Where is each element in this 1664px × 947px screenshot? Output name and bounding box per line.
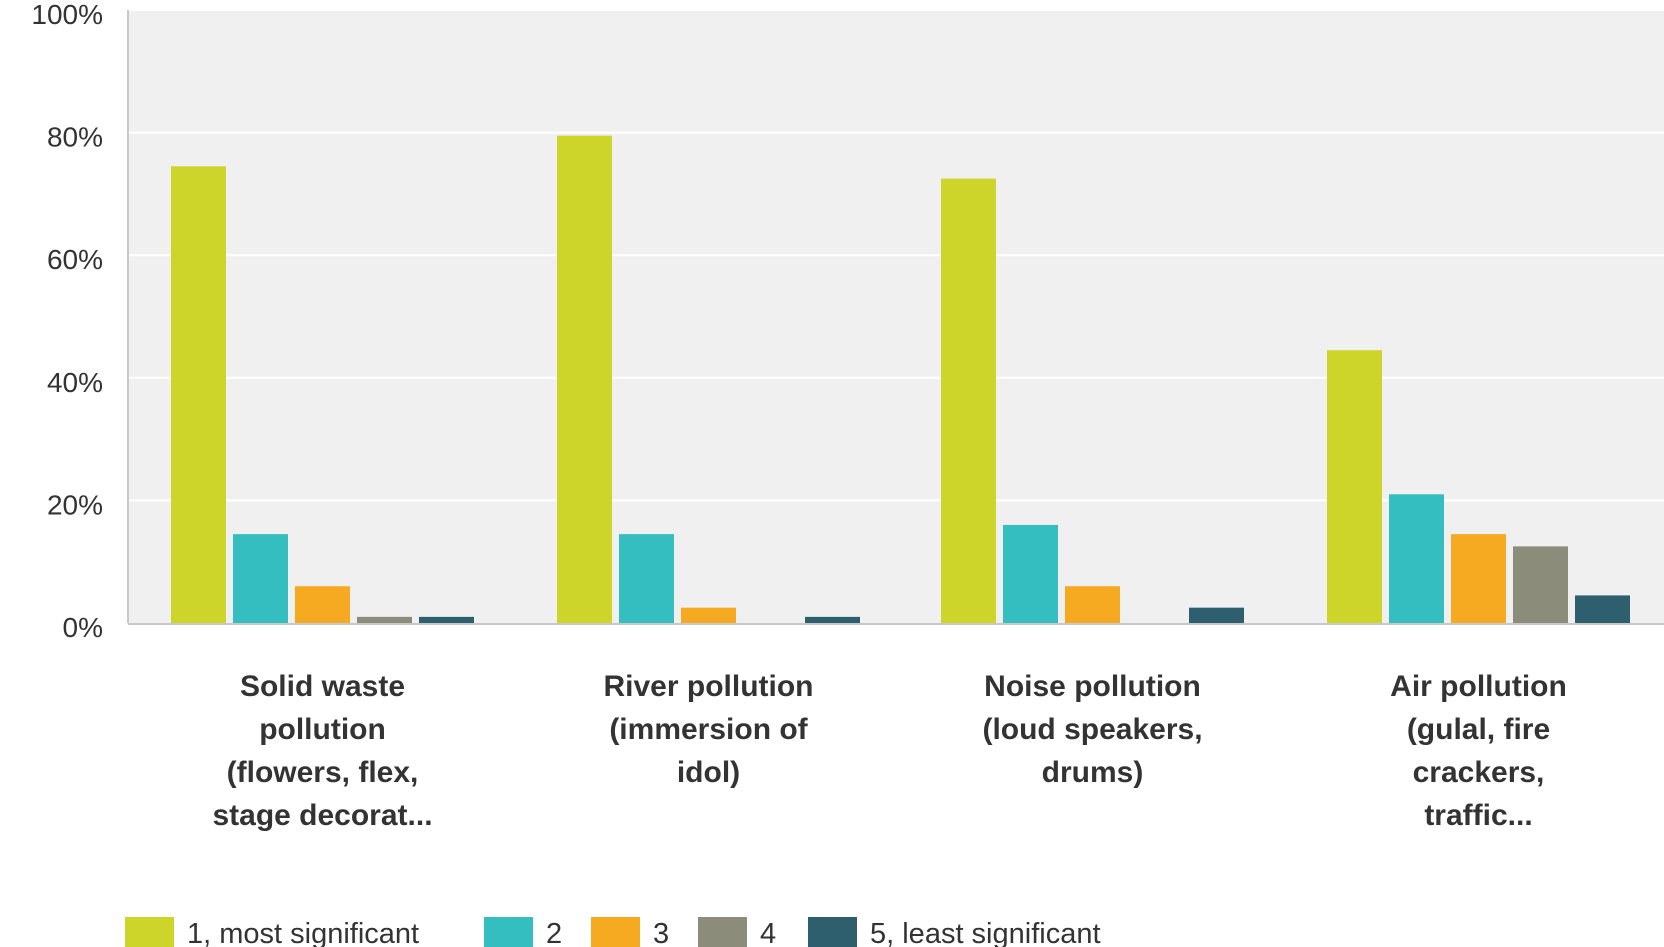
bar bbox=[1513, 546, 1568, 623]
bar bbox=[1451, 534, 1506, 623]
bar bbox=[1389, 494, 1444, 623]
bar bbox=[357, 616, 412, 623]
legend-label: 2 bbox=[546, 918, 562, 947]
x-tick-label: Noise pollution bbox=[984, 670, 1201, 703]
y-tick-label: 100% bbox=[31, 0, 103, 30]
x-tick-label: pollution bbox=[259, 713, 386, 746]
bar bbox=[295, 586, 350, 623]
y-tick-label: 60% bbox=[47, 244, 103, 275]
y-tick-label: 20% bbox=[47, 489, 103, 520]
legend-label: 1, most significant bbox=[187, 918, 419, 947]
x-tick-label: stage decorat... bbox=[212, 799, 432, 832]
x-tick-label: Air pollution bbox=[1390, 670, 1567, 703]
legend-label: 5, least significant bbox=[870, 918, 1101, 947]
x-tick-label: (gulal, fire bbox=[1407, 713, 1550, 746]
x-tick-label: Solid waste bbox=[240, 670, 405, 703]
x-tick-label: crackers, bbox=[1413, 756, 1545, 789]
legend-swatch bbox=[484, 917, 533, 947]
x-tick-label: (flowers, flex, bbox=[227, 756, 419, 789]
y-tick-label: 80% bbox=[47, 122, 103, 153]
x-tick-label: traffic... bbox=[1424, 799, 1532, 832]
bar bbox=[805, 616, 860, 623]
x-tick-label: (loud speakers, bbox=[982, 713, 1202, 746]
bar bbox=[1327, 350, 1382, 623]
bar bbox=[1189, 607, 1244, 623]
legend-label: 3 bbox=[653, 918, 669, 947]
legend-swatch bbox=[808, 917, 857, 947]
bar bbox=[619, 534, 674, 623]
legend-swatch bbox=[125, 917, 174, 947]
legend-swatch bbox=[591, 917, 640, 947]
x-tick-label: River pollution bbox=[604, 670, 814, 703]
bar bbox=[233, 534, 288, 623]
y-tick-label: 40% bbox=[47, 367, 103, 398]
bar bbox=[557, 135, 612, 624]
legend-swatch bbox=[698, 917, 747, 947]
x-tick-label: drums) bbox=[1042, 756, 1144, 789]
x-tick-label: idol) bbox=[677, 756, 740, 789]
bar bbox=[1575, 595, 1630, 623]
bar bbox=[419, 616, 474, 623]
bar bbox=[171, 166, 226, 623]
bar bbox=[941, 178, 996, 623]
bar bbox=[1003, 524, 1058, 623]
bar bbox=[681, 607, 736, 623]
y-tick-label: 0% bbox=[63, 612, 103, 643]
x-tick-label: (immersion of bbox=[609, 713, 808, 746]
bar bbox=[1065, 586, 1120, 623]
legend-label: 4 bbox=[760, 918, 776, 947]
